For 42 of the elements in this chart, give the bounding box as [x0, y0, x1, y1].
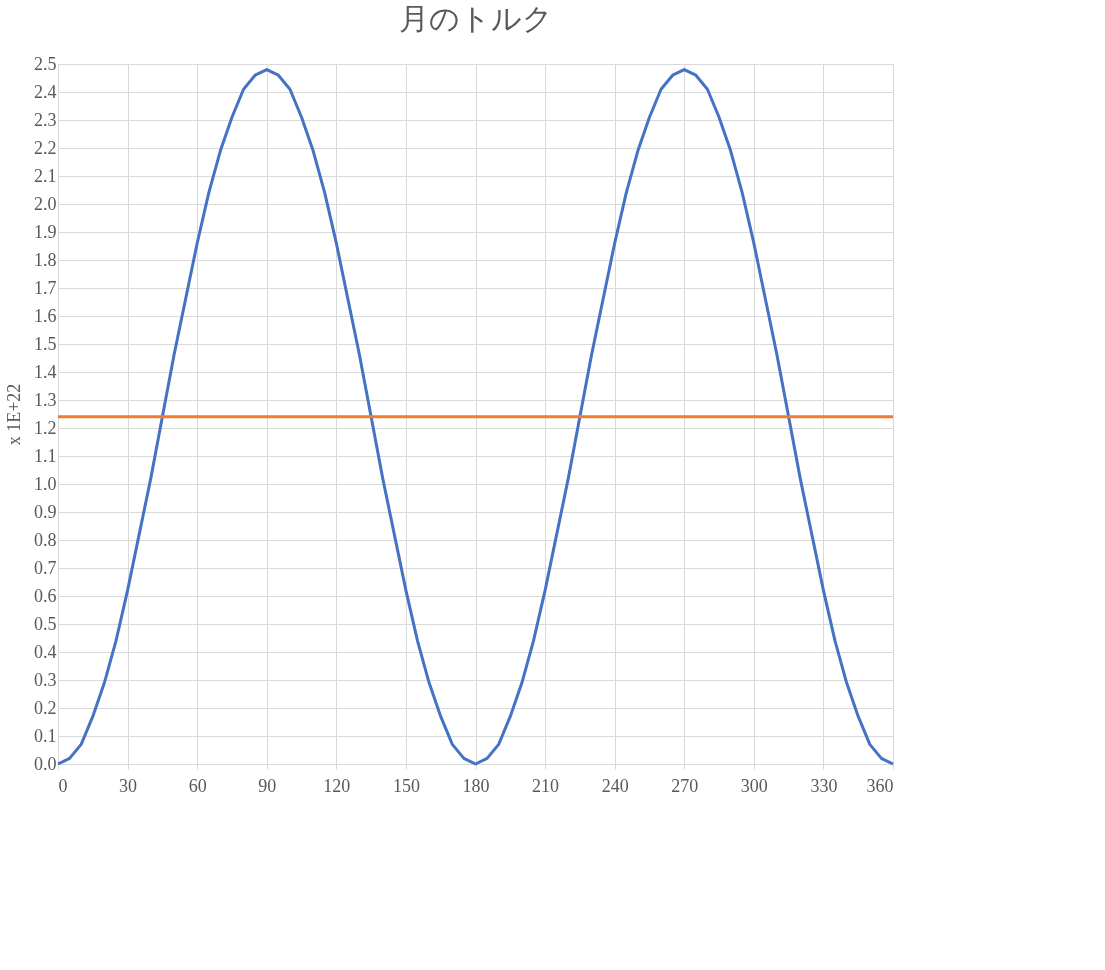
y-tick-label: 1.1 [34, 445, 57, 466]
y-tick-label: 0.3 [34, 669, 57, 690]
y-tick-label: 1.8 [34, 249, 57, 270]
x-tick-label: 150 [392, 775, 420, 796]
x-tick-label: 30 [119, 775, 138, 796]
y-tick-label: 0.9 [34, 501, 57, 522]
y-tick-label: 0.2 [34, 697, 57, 718]
y-tick-label: 1.7 [34, 277, 57, 298]
y-tick-label: 2.1 [34, 165, 57, 186]
x-tick-label: 180 [462, 775, 490, 796]
y-tick-label: 1.4 [34, 361, 57, 382]
line-series [56, 68, 895, 766]
y-tick-label: 1.5 [34, 333, 57, 354]
y-axis-title: x 1E+22 [4, 383, 24, 446]
y-tick-label: 0.6 [34, 585, 57, 606]
y-tick-label: 2.2 [34, 137, 57, 158]
x-tick-label: 300 [740, 775, 768, 796]
y-tick-label: 1.0 [34, 473, 57, 494]
x-tick-label: 240 [601, 775, 629, 796]
y-tick-label: 0.0 [34, 753, 57, 774]
y-tick-label: 1.9 [34, 221, 57, 242]
x-tick-label: 330 [810, 775, 838, 796]
y-tick-label: 0.8 [34, 529, 57, 550]
x-tick-label: 0 [58, 775, 68, 796]
x-tick-label: 210 [532, 775, 560, 796]
x-tick-label: 270 [671, 775, 699, 796]
y-tick-label: 0.5 [34, 613, 57, 634]
y-tick-label: 2.0 [34, 193, 57, 214]
x-tick-label: 360 [866, 775, 894, 796]
x-tick-label: 120 [323, 775, 351, 796]
y-tick-label: 1.2 [34, 417, 57, 438]
y-tick-label: 0.1 [34, 725, 57, 746]
y-tick-label: 0.7 [34, 557, 57, 578]
x-tick-label: 90 [258, 775, 277, 796]
y-tick-label: 2.5 [34, 53, 57, 74]
y-tick-label: 0.4 [34, 641, 57, 662]
x-tick-label: 60 [188, 775, 207, 796]
y-tick-label: 1.3 [34, 389, 57, 410]
y-tick-label: 2.4 [34, 81, 57, 102]
y-tick-label: 2.3 [34, 109, 57, 130]
chart-title: 月のトルク [398, 2, 553, 35]
y-tick-label: 1.6 [34, 305, 57, 326]
